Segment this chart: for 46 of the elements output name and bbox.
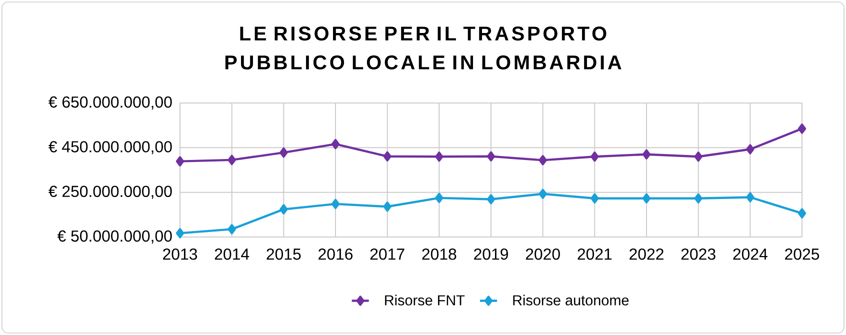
x-tick-label: 2021 [578, 248, 612, 260]
point [435, 152, 444, 162]
point [590, 152, 599, 162]
y-tick-label: € 250.000.000,00 [48, 186, 172, 199]
point [694, 193, 702, 204]
legend-label: Risorse autonome [513, 294, 629, 306]
x-tick-label: 2023 [681, 248, 716, 260]
point [694, 152, 702, 162]
x-tick-label: 2022 [630, 248, 664, 260]
x-tick-label: 2024 [733, 248, 768, 260]
x-tick-label: 2013 [163, 248, 198, 260]
point [746, 144, 754, 154]
point [383, 151, 392, 162]
chart-title: LE RISORSE PER IL TRASPORTO PUBBLICO LOCALE IN LOMBARDIA [225, 26, 622, 70]
y-tick-label: € 650.000.000,00 [48, 96, 172, 110]
point [228, 154, 236, 166]
x-tick-label: 2015 [266, 248, 301, 260]
point [798, 208, 806, 218]
point [486, 151, 496, 162]
point [538, 155, 547, 166]
point [746, 192, 754, 202]
x-tick-label: 2025 [785, 248, 820, 260]
x-tick-label: 2020 [526, 248, 560, 260]
point [642, 193, 651, 204]
x-tick-label: 2014 [214, 248, 250, 260]
point [383, 202, 392, 212]
point [538, 188, 547, 199]
point [331, 138, 340, 150]
point [642, 149, 651, 160]
point [176, 156, 184, 166]
y-tick-label: € 450.000.000,00 [48, 141, 172, 154]
point [486, 194, 496, 204]
point [435, 192, 444, 204]
legend-label: Risorse FNT [385, 294, 465, 306]
point [228, 224, 236, 234]
x-tick-label: 2016 [318, 248, 353, 260]
point [280, 204, 288, 214]
point [331, 198, 340, 210]
point [176, 228, 184, 238]
x-tick-label: 2018 [422, 248, 456, 260]
x-tick-label: 2019 [474, 248, 508, 260]
x-tick-label: 2017 [370, 248, 404, 260]
y-tick-label: € 50.000.000,00 [57, 230, 172, 244]
point [590, 193, 599, 204]
point [798, 124, 806, 134]
point [280, 147, 288, 158]
